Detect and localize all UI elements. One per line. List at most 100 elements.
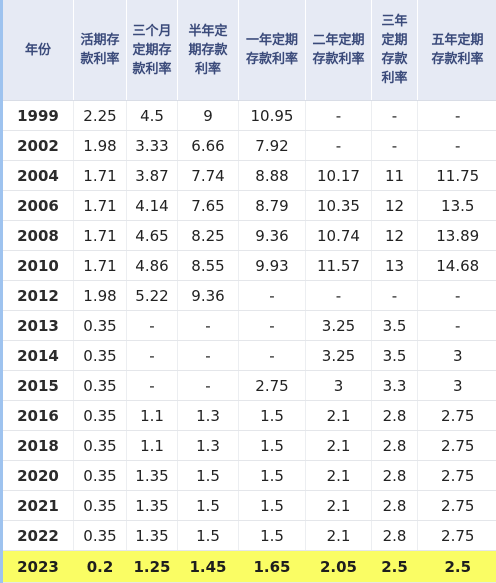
cell-5year-rate: 13.89 [418,221,496,251]
cell-3month-rate: 3.87 [127,161,178,191]
cell-6month-rate: 7.74 [178,161,239,191]
cell-6month-rate: 1.5 [178,461,239,491]
cell-3year-rate: 3.5 [372,341,418,371]
header-2year-rate: 二年定期存款利率 [306,0,372,101]
cell-3month-rate: 5.22 [127,281,178,311]
cell-3year-rate: 3.5 [372,311,418,341]
cell-6month-rate: 7.65 [178,191,239,221]
cell-1year-rate: 1.5 [239,461,306,491]
cell-3month-rate: 4.65 [127,221,178,251]
cell-5year-rate: 2.75 [418,521,496,551]
cell-3year-rate: 12 [372,221,418,251]
cell-3year-rate: 11 [372,161,418,191]
cell-2year-rate: - [306,281,372,311]
cell-5year-rate: 2.75 [418,401,496,431]
cell-5year-rate: 3 [418,341,496,371]
cell-demand-rate: 1.71 [74,191,127,221]
cell-2year-rate: 2.1 [306,491,372,521]
cell-6month-rate: 1.5 [178,491,239,521]
cell-1year-rate: 7.92 [239,131,306,161]
cell-3month-rate: 4.86 [127,251,178,281]
cell-year: 2022 [2,521,74,551]
header-6month-rate: 半年定期存款利率 [178,0,239,101]
cell-5year-rate: 2.75 [418,461,496,491]
cell-2year-rate: 11.57 [306,251,372,281]
cell-3month-rate: 1.1 [127,431,178,461]
cell-demand-rate: 0.35 [74,461,127,491]
header-demand-rate: 活期存款利率 [74,0,127,101]
cell-demand-rate: 1.71 [74,161,127,191]
cell-2year-rate: - [306,101,372,131]
cell-1year-rate: 1.5 [239,401,306,431]
cell-demand-rate: 0.35 [74,341,127,371]
cell-5year-rate: 13.5 [418,191,496,221]
cell-2year-rate: 2.1 [306,431,372,461]
cell-demand-rate: 1.98 [74,131,127,161]
cell-2year-rate: 10.74 [306,221,372,251]
cell-5year-rate: - [418,131,496,161]
header-3year-rate: 三年定期存款利率 [372,0,418,101]
cell-3month-rate: 4.14 [127,191,178,221]
cell-demand-rate: 2.25 [74,101,127,131]
header-row: 年份 活期存款利率 三个月定期存款利率 半年定期存款利率 一年定期存款利率 二年… [2,0,496,101]
cell-6month-rate: 1.3 [178,401,239,431]
cell-3year-rate: 2.8 [372,521,418,551]
cell-2year-rate: 3.25 [306,311,372,341]
cell-3year-rate: 2.8 [372,401,418,431]
cell-demand-rate: 0.35 [74,491,127,521]
cell-6month-rate: 1.3 [178,431,239,461]
cell-6month-rate: 6.66 [178,131,239,161]
cell-5year-rate: - [418,281,496,311]
cell-year: 2002 [2,131,74,161]
cell-2year-rate: 2.1 [306,521,372,551]
cell-demand-rate: 1.71 [74,221,127,251]
cell-year: 2016 [2,401,74,431]
cell-3month-rate: - [127,371,178,401]
cell-demand-rate: 0.35 [74,401,127,431]
cell-1year-rate: - [239,311,306,341]
cell-demand-rate: 0.35 [74,431,127,461]
cell-3month-rate: 1.35 [127,461,178,491]
cell-5year-rate: 11.75 [418,161,496,191]
cell-year: 2010 [2,251,74,281]
cell-1year-rate: 8.79 [239,191,306,221]
cell-year: 2020 [2,461,74,491]
cell-1year-rate: 1.5 [239,491,306,521]
cell-3month-rate: - [127,341,178,371]
cell-2year-rate: 2.1 [306,461,372,491]
cell-year: 2008 [2,221,74,251]
cell-3year-rate: - [372,131,418,161]
cell-year: 2004 [2,161,74,191]
cell-1year-rate: - [239,341,306,371]
cell-5year-rate: - [418,311,496,341]
header-3month-rate: 三个月定期存款利率 [127,0,178,101]
cell-3year-rate: - [372,101,418,131]
cell-3month-rate: - [127,311,178,341]
cell-year: 2021 [2,491,74,521]
cell-year: 2018 [2,431,74,461]
cell-5year-rate: 2.75 [418,491,496,521]
cell-6month-rate: - [178,311,239,341]
cell-3year-rate: 13 [372,251,418,281]
cell-6month-rate: 8.25 [178,221,239,251]
cell-1year-rate: 10.95 [239,101,306,131]
cell-demand-rate: 0.35 [74,521,127,551]
cell-1year-rate: 8.88 [239,161,306,191]
cell-year: 2014 [2,341,74,371]
cell-6month-rate: 9 [178,101,239,131]
cell-3year-rate: - [372,281,418,311]
cell-2year-rate: 2.1 [306,401,372,431]
header-5year-rate: 五年定期存款利率 [418,0,496,101]
cell-demand-rate: 1.71 [74,251,127,281]
cell-year: 1999 [2,101,74,131]
